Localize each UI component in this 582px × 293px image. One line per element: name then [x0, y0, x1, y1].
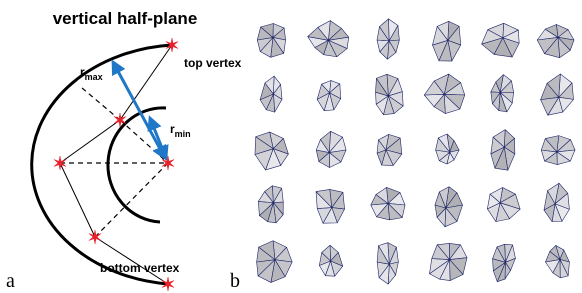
polyhedron	[493, 244, 516, 281]
polyhedron	[316, 131, 346, 167]
top-vertex-label: top vertex	[184, 56, 242, 70]
polyhedron	[544, 183, 569, 222]
polyhedron	[482, 23, 520, 57]
polyhedron	[257, 23, 285, 57]
polyhedron	[424, 74, 464, 113]
polyhedron	[316, 189, 345, 223]
polyhedron	[260, 76, 282, 112]
polyhedron	[257, 241, 293, 283]
polyhedron	[541, 136, 575, 165]
polyhedron	[319, 245, 342, 276]
polyhedron	[377, 243, 398, 284]
polyhedron	[308, 21, 349, 57]
polyhedron	[371, 187, 405, 219]
polyhedron	[541, 74, 574, 115]
r-min-arrow	[150, 118, 166, 158]
r-min-sub: min	[175, 129, 191, 139]
vertex-markers	[54, 38, 178, 291]
panel-label-a: a	[6, 270, 15, 292]
r-min-label: rmin	[170, 122, 191, 139]
polyhedron	[487, 188, 520, 222]
star	[89, 230, 101, 244]
inner-arc	[108, 108, 166, 222]
polyhedron	[255, 132, 288, 170]
polyhedron	[491, 75, 514, 112]
polyhedron	[537, 24, 574, 57]
polyhedra-grid	[255, 19, 575, 284]
polyhedron	[436, 134, 459, 164]
diagram-title: vertical half-plane	[53, 9, 198, 28]
bottom-vertex-label: bottom vertex	[100, 261, 180, 275]
polyhedron	[432, 21, 460, 61]
polyhedron	[376, 74, 404, 114]
polyhedron	[435, 187, 463, 227]
polyhedron	[258, 186, 283, 223]
r-max-arrow	[113, 62, 165, 158]
r-max-label: rmax	[80, 65, 103, 82]
polyhedron	[377, 134, 402, 165]
half-plane-diagram: vertical half-plane rmax rmin top vertex…	[6, 9, 242, 292]
panel-label-b: b	[230, 270, 240, 292]
polyhedron	[317, 80, 341, 110]
polyhedron	[545, 245, 569, 277]
r-max-sub: max	[85, 72, 103, 82]
polyhedron	[377, 19, 399, 59]
polyhedron	[491, 130, 515, 171]
figure: vertical half-plane rmax rmin top vertex…	[0, 0, 582, 293]
polyhedron	[429, 243, 467, 280]
